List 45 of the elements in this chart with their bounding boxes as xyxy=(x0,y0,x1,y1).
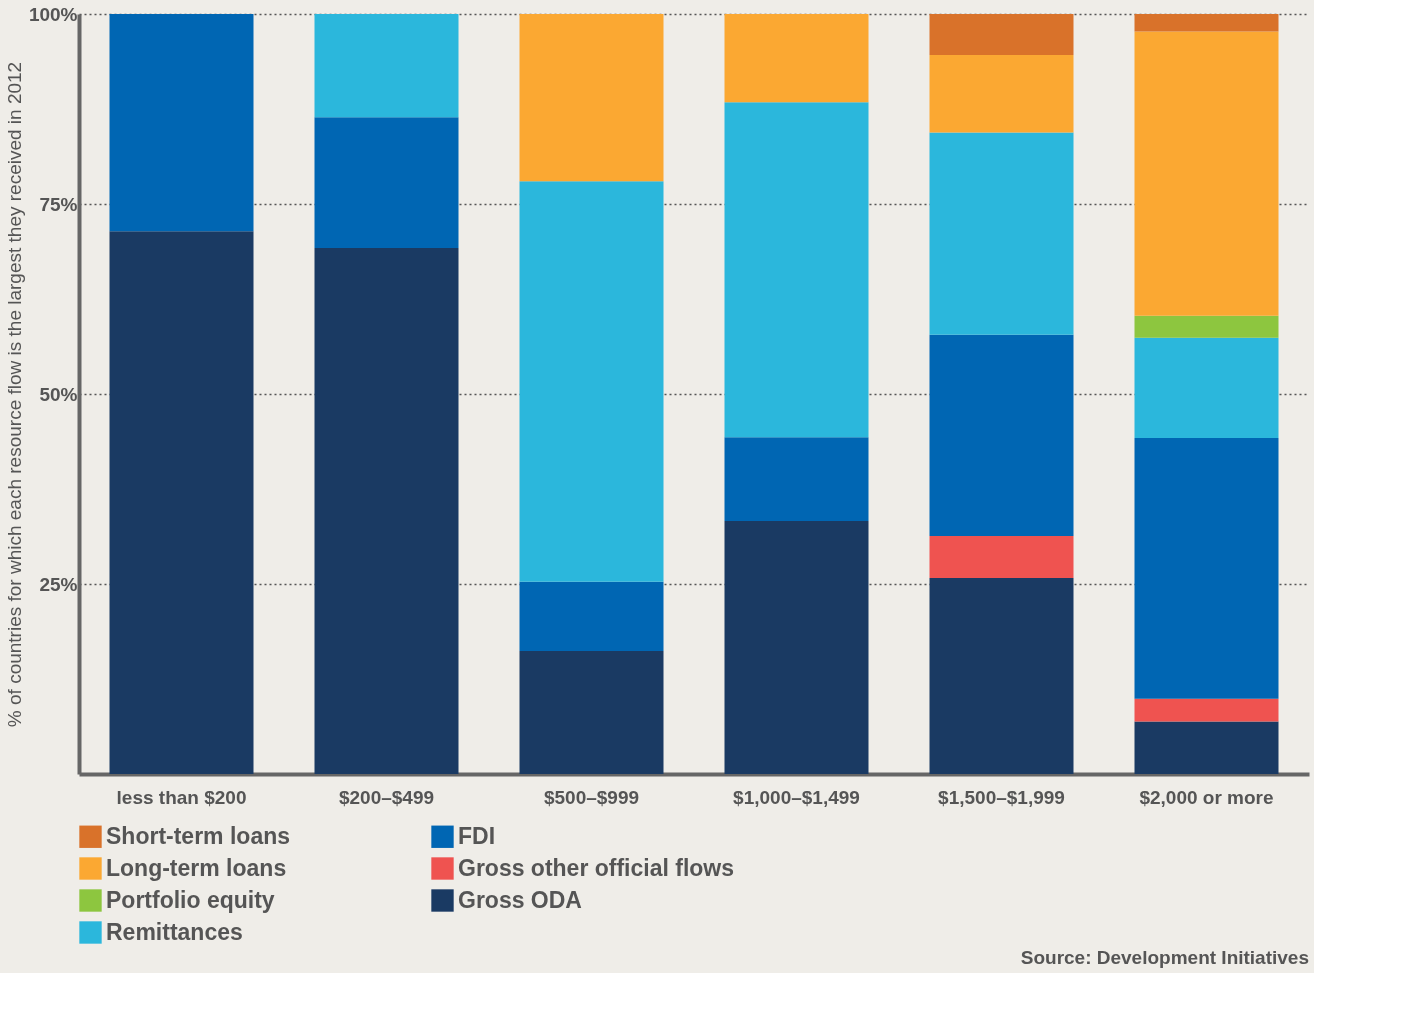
x-tick-label: less than $200 xyxy=(116,786,247,808)
y-tick-label: 25% xyxy=(39,573,78,595)
legend-label: FDI xyxy=(458,822,496,849)
bar xyxy=(314,248,459,774)
bar xyxy=(1134,438,1279,699)
bar xyxy=(1134,315,1279,338)
bar xyxy=(519,650,664,774)
bar xyxy=(929,334,1074,537)
bar xyxy=(519,581,664,651)
bar xyxy=(724,14,869,103)
bar xyxy=(1134,698,1279,722)
legend-label: Gross ODA xyxy=(458,886,582,913)
bar xyxy=(929,55,1074,133)
y-tick-label: 100% xyxy=(28,3,78,25)
bar xyxy=(1134,721,1279,774)
legend-label: Gross other official flows xyxy=(458,854,735,881)
legend-label: Long-term loans xyxy=(106,854,287,881)
bar xyxy=(519,14,664,182)
bar xyxy=(109,231,254,774)
bar xyxy=(929,536,1074,578)
bar xyxy=(314,14,459,118)
x-tick-label: $500–$999 xyxy=(543,786,640,808)
bar xyxy=(724,102,869,438)
bar xyxy=(929,14,1074,56)
bar xyxy=(1134,337,1279,439)
bar xyxy=(1134,14,1279,32)
bar xyxy=(314,117,459,249)
x-tick-label: $200–$499 xyxy=(338,786,435,808)
legend-label: Portfolio equity xyxy=(106,886,275,913)
bar xyxy=(724,437,869,521)
bar xyxy=(929,577,1074,774)
y-tick-label: 50% xyxy=(39,383,78,405)
legend-label: Remittances xyxy=(106,918,243,945)
legend-label: Short-term loans xyxy=(106,822,291,849)
x-tick-label: $1,500–$1,999 xyxy=(938,786,1065,808)
x-tick-label: $1,000–$1,499 xyxy=(733,786,860,808)
bar xyxy=(724,520,869,774)
source-note: Source: Development Initiatives xyxy=(1020,947,1309,968)
bar xyxy=(1134,31,1279,316)
bar xyxy=(929,132,1074,335)
y-tick-label: 75% xyxy=(39,193,78,215)
bar xyxy=(519,181,664,582)
bar xyxy=(109,14,254,232)
x-tick-label: $2,000 or more xyxy=(1139,786,1274,808)
y-axis-title: % of countries for which each resource flow is the largest they received in 2012 xyxy=(3,61,25,728)
